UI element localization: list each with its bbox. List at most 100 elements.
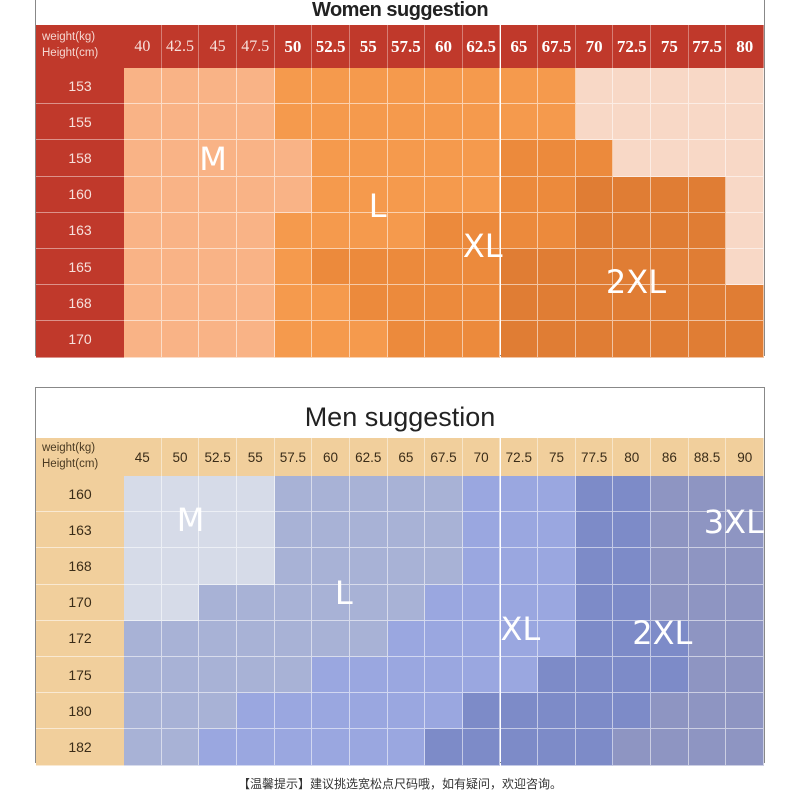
- women-size-cell: [538, 321, 576, 358]
- women-size-cell: [651, 285, 689, 322]
- women-size-cell: [613, 176, 652, 213]
- women-size-cell: [462, 212, 501, 249]
- women-size-cell: [575, 104, 614, 141]
- men-size-cell: [425, 476, 463, 513]
- men-size-cell: [312, 548, 350, 585]
- men-weight-header: 57.5: [274, 438, 313, 476]
- women-size-cell: [651, 68, 689, 105]
- men-size-cell: [425, 584, 463, 621]
- men-size-cell: [387, 476, 426, 513]
- women-size-cell: [124, 212, 162, 249]
- women-grid: 40 42.5 45 47.5 50 52.5 55 57.5 60 62.5 65 67.5 70 72…: [36, 0, 765, 358]
- men-size-cell: [500, 584, 539, 621]
- women-size-cell: [688, 249, 727, 286]
- women-size-cell: [274, 321, 313, 358]
- men-height-label: 175: [36, 657, 124, 694]
- women-size-cell: [500, 249, 539, 286]
- men-size-cell: [651, 729, 689, 766]
- women-size-cell: [462, 176, 501, 213]
- women-size-cell: [387, 68, 426, 105]
- women-size-cell: [425, 321, 463, 358]
- women-size-cell: [199, 176, 237, 213]
- women-size-cell: [613, 104, 652, 141]
- women-weight-header: 62.5: [462, 25, 501, 68]
- men-weight-header: 77.5: [575, 438, 614, 476]
- men-size-cell: [575, 584, 614, 621]
- women-size-cell: [161, 249, 200, 286]
- men-size-cell: [312, 693, 350, 730]
- men-size-cell: [651, 620, 689, 657]
- men-size-cell: [199, 657, 237, 694]
- men-size-cell: [462, 620, 501, 657]
- women-size-cell: [575, 68, 614, 105]
- women-weight-header: 65: [500, 25, 539, 68]
- women-size-cell: [651, 321, 689, 358]
- women-height-label: 153: [36, 68, 124, 105]
- men-weight-header: 88.5: [688, 438, 727, 476]
- men-size-cell: [425, 548, 463, 585]
- women-size-cell: [688, 140, 727, 177]
- men-size-cell: [575, 620, 614, 657]
- men-size-cell: [500, 620, 539, 657]
- men-size-cell: [538, 584, 576, 621]
- women-size-cell: [236, 321, 275, 358]
- men-size-cell: [575, 657, 614, 694]
- men-size-cell: [462, 729, 501, 766]
- women-size-cell: [726, 140, 765, 177]
- men-size-cell: [425, 657, 463, 694]
- men-size-cell: [538, 620, 576, 657]
- men-size-cell: [651, 584, 689, 621]
- women-size-cell: [500, 321, 539, 358]
- women-size-cell: [575, 140, 614, 177]
- men-size-cell: [688, 476, 727, 513]
- women-size-cell: [124, 68, 162, 105]
- men-size-cell: [613, 657, 652, 694]
- men-size-cell: [124, 620, 162, 657]
- women-size-cell: [613, 140, 652, 177]
- men-size-cell: [236, 548, 275, 585]
- women-size-cell: [312, 104, 350, 141]
- men-size-cell: [349, 584, 388, 621]
- women-height-label: 155: [36, 104, 124, 141]
- women-weight-header: 55: [349, 25, 388, 68]
- men-size-cell: [462, 657, 501, 694]
- women-height-label: 160: [36, 176, 124, 213]
- men-size-cell: [651, 693, 689, 730]
- women-size-chart: 40 42.5 45 47.5 50 52.5 55 57.5 60 62.5 65 67.5 70 72…: [35, 0, 765, 358]
- women-size-cell: [312, 285, 350, 322]
- men-size-cell: [726, 512, 765, 549]
- men-size-cell: [425, 729, 463, 766]
- women-size-cell: [688, 176, 727, 213]
- men-size-cell: [538, 512, 576, 549]
- men-size-cell: [274, 548, 313, 585]
- men-size-cell: [575, 693, 614, 730]
- women-size-cell: [236, 104, 275, 141]
- men-height-axis-label: Height(cm): [42, 458, 99, 470]
- men-weight-header: 86: [651, 438, 689, 476]
- women-weight-header: 57.5: [387, 25, 426, 68]
- men-size-cell: [124, 476, 162, 513]
- men-size-cell: [538, 729, 576, 766]
- men-size-cell: [651, 512, 689, 549]
- men-size-cell: [124, 548, 162, 585]
- men-size-cell: [124, 657, 162, 694]
- men-size-cell: [726, 693, 765, 730]
- women-size-cell: [387, 176, 426, 213]
- men-size-cell: [575, 548, 614, 585]
- women-size-cell: [575, 321, 614, 358]
- men-size-cell: [161, 729, 200, 766]
- women-weight-header: 45: [199, 25, 237, 68]
- women-size-cell: [236, 68, 275, 105]
- men-size-cell: [726, 548, 765, 585]
- men-size-cell: [199, 729, 237, 766]
- women-height-label: 168: [36, 285, 124, 322]
- women-size-cell: [124, 285, 162, 322]
- women-size-cell: [425, 249, 463, 286]
- women-size-cell: [651, 104, 689, 141]
- men-height-label: 182: [36, 729, 124, 766]
- women-size-cell: [349, 249, 388, 286]
- men-size-cell: [688, 548, 727, 585]
- women-size-cell: [613, 212, 652, 249]
- women-weight-header: 70: [575, 25, 614, 68]
- men-size-cell: [500, 693, 539, 730]
